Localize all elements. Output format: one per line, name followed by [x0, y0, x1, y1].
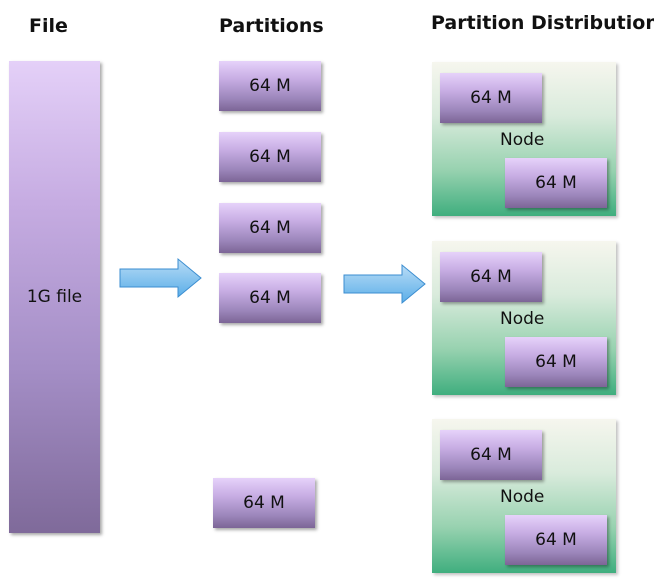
- file-heading: File: [29, 15, 68, 37]
- partition-block: 64 M: [219, 273, 321, 323]
- partition-block-label: 64 M: [249, 76, 291, 96]
- node-box: 64 M Node 64 M: [432, 241, 616, 395]
- node-block-label: 64 M: [535, 173, 577, 193]
- partition-block-label: 64 M: [243, 493, 285, 513]
- node-box: 64 M Node 64 M: [432, 62, 616, 216]
- node-block-label: 64 M: [535, 530, 577, 550]
- node-label: Node: [500, 309, 545, 329]
- node-block: 64 M: [440, 252, 542, 302]
- file-block: 1G file: [9, 61, 100, 533]
- node-label: Node: [500, 130, 545, 150]
- partitions-heading: Partitions: [219, 15, 324, 37]
- node-block: 64 M: [440, 73, 542, 123]
- node-block: 64 M: [505, 158, 607, 208]
- partition-block: 64 M: [213, 478, 315, 528]
- arrow-right-icon: [119, 257, 202, 299]
- node-block: 64 M: [505, 515, 607, 565]
- node-block-label: 64 M: [470, 88, 512, 108]
- distribution-heading: Partition Distribution: [431, 12, 654, 34]
- partition-block: 64 M: [219, 203, 321, 253]
- node-block: 64 M: [505, 337, 607, 387]
- partition-block-label: 64 M: [249, 147, 291, 167]
- node-box: 64 M Node 64 M: [432, 419, 616, 573]
- arrow-right-icon: [343, 263, 426, 305]
- node-block-label: 64 M: [470, 267, 512, 287]
- partition-block: 64 M: [219, 132, 321, 182]
- node-block: 64 M: [440, 430, 542, 480]
- node-block-label: 64 M: [470, 445, 512, 465]
- node-label: Node: [500, 487, 545, 507]
- partition-block: 64 M: [219, 61, 321, 111]
- partition-block-label: 64 M: [249, 218, 291, 238]
- partition-block-label: 64 M: [249, 288, 291, 308]
- node-block-label: 64 M: [535, 352, 577, 372]
- file-block-label: 1G file: [26, 287, 83, 307]
